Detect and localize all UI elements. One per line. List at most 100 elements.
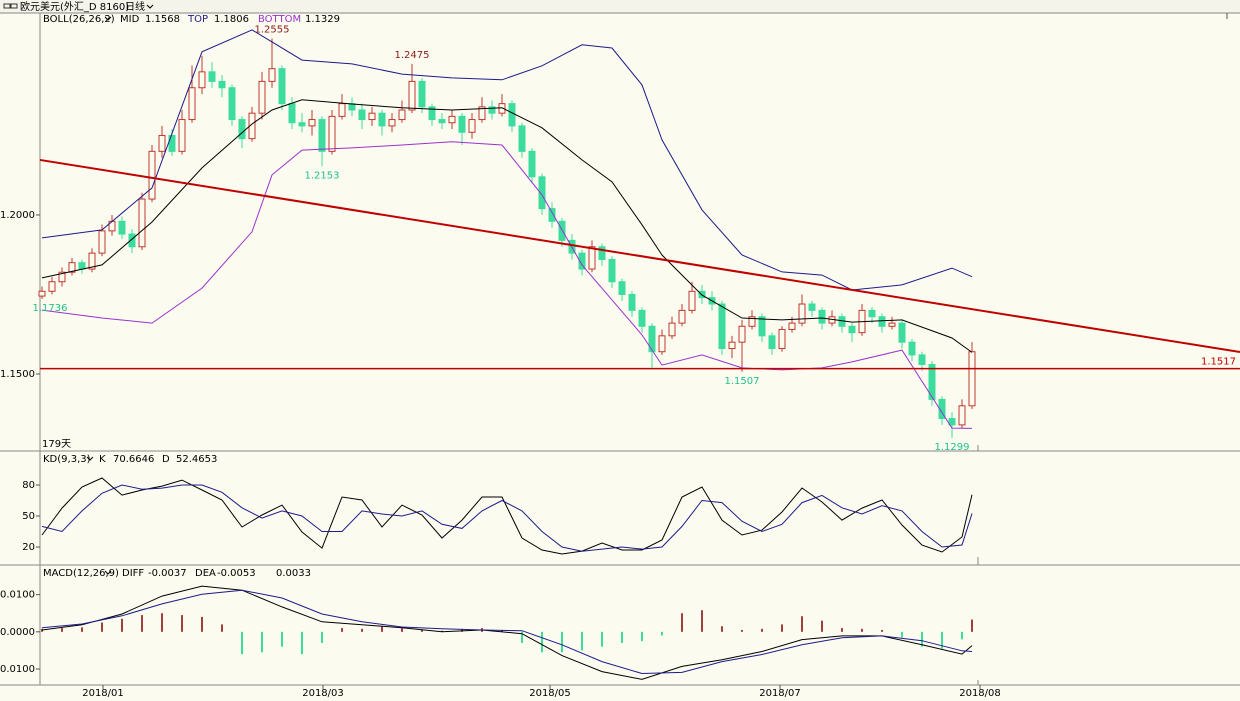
macd-bar <box>701 610 703 632</box>
macd-bar <box>561 631 563 653</box>
macd-bar <box>141 615 143 632</box>
indicator-name[interactable]: MACD(12,26,9) <box>43 568 119 579</box>
legend-label: K <box>99 454 106 465</box>
macd-bar <box>841 628 843 632</box>
title-bar <box>0 0 1240 13</box>
macd-bar <box>941 631 943 649</box>
legend-label: TOP <box>187 14 208 25</box>
candle-body <box>368 112 376 121</box>
macd-bar <box>901 631 903 638</box>
candle-body <box>238 119 246 140</box>
period-selector[interactable]: 日线 <box>125 0 145 13</box>
macd-bar <box>381 626 383 632</box>
candle-body <box>718 303 726 350</box>
indicator-name[interactable]: BOLL(26,26,2) <box>43 14 115 25</box>
dropdown-caret[interactable] <box>104 570 112 575</box>
candle-body <box>678 309 686 324</box>
y-tick-label: 1.1500 <box>0 369 35 380</box>
candle-body <box>478 106 486 121</box>
title-icon <box>10 3 18 9</box>
macd-bar <box>221 624 223 632</box>
candle-body <box>308 119 316 127</box>
y-tick-label: 0.0100 <box>0 590 35 601</box>
legend-value: -0.0037 <box>148 568 187 579</box>
candle-body <box>228 87 236 121</box>
extreme-label: 1.1736 <box>33 303 68 314</box>
indicator-line <box>41 585 973 680</box>
candle-body <box>928 363 936 400</box>
symbol-title[interactable]: 欧元美元(外汇_D 8160) <box>20 0 129 13</box>
macd-bar <box>861 628 863 632</box>
candle-body <box>388 119 396 127</box>
dropdown-caret[interactable] <box>104 16 112 21</box>
macd-bar <box>201 616 203 632</box>
candle-body <box>798 303 806 324</box>
macd-bar <box>61 628 63 632</box>
y-tick-label: -0.0100 <box>0 664 35 675</box>
y-tick-label: 0.0000 <box>0 627 35 638</box>
macd-bar <box>281 631 283 647</box>
candle-body <box>818 309 826 324</box>
dropdown-caret[interactable] <box>86 456 94 461</box>
title-icon <box>3 3 11 9</box>
candle-body <box>88 252 96 270</box>
legend-label: DIFF <box>122 568 144 579</box>
candle-body <box>538 176 546 210</box>
macd-bar <box>161 613 163 632</box>
candle-body <box>618 281 626 295</box>
candle-body <box>138 198 146 248</box>
candle-body <box>358 109 366 121</box>
indicator-line <box>41 99 973 353</box>
candle-body <box>688 290 696 311</box>
macd-bar <box>741 629 743 632</box>
candle-body <box>428 106 436 121</box>
macd-bar <box>461 628 463 632</box>
candle-body <box>488 106 496 114</box>
candle-body <box>68 262 76 273</box>
candle-body <box>948 418 956 426</box>
candle-body <box>258 80 266 114</box>
candle-body <box>418 80 426 108</box>
macd-bar <box>581 631 583 651</box>
macd-bar <box>321 631 323 643</box>
macd-bar <box>361 628 363 632</box>
extreme-label: 1.2475 <box>395 50 430 61</box>
macd-bar <box>41 628 43 632</box>
candle-body <box>868 309 876 318</box>
legend-value: 52.4653 <box>176 454 217 465</box>
legend-value: 1.1329 <box>305 14 340 25</box>
candle-body <box>298 122 306 127</box>
candle-body <box>328 115 336 152</box>
legend-value: 1.1806 <box>214 14 249 25</box>
legend-value: -0.0053 <box>217 568 256 579</box>
candle-body <box>668 322 676 337</box>
macd-bar <box>261 631 263 653</box>
candle-body <box>408 80 416 111</box>
y-tick-label: 80 <box>22 480 35 491</box>
candle-body <box>728 341 736 350</box>
trend-line <box>39 158 1240 354</box>
macd-bar <box>441 630 443 632</box>
candle-body <box>768 335 776 350</box>
indicator-name[interactable]: KD(9,3,3) <box>43 454 91 465</box>
macd-bar <box>101 622 103 632</box>
candle-body <box>938 398 946 420</box>
x-tick-label: 2018/07 <box>759 688 801 699</box>
x-tick-label: 2018/08 <box>959 688 1001 699</box>
candle-body <box>848 325 856 334</box>
candle-body <box>288 103 296 124</box>
macd-bar <box>621 631 623 643</box>
macd-bar <box>401 628 403 632</box>
x-tick-label: 2018/03 <box>302 688 344 699</box>
x-tick-label: 2018/01 <box>82 688 124 699</box>
candle-body <box>968 351 976 407</box>
candle-body <box>588 246 596 270</box>
candle-body <box>278 68 286 105</box>
legend-label: D <box>162 454 170 465</box>
line-price-label: 1.1517 <box>1201 357 1236 368</box>
dropdown-caret[interactable] <box>146 4 154 9</box>
candle-body <box>918 354 926 365</box>
macd-bar <box>541 631 543 653</box>
